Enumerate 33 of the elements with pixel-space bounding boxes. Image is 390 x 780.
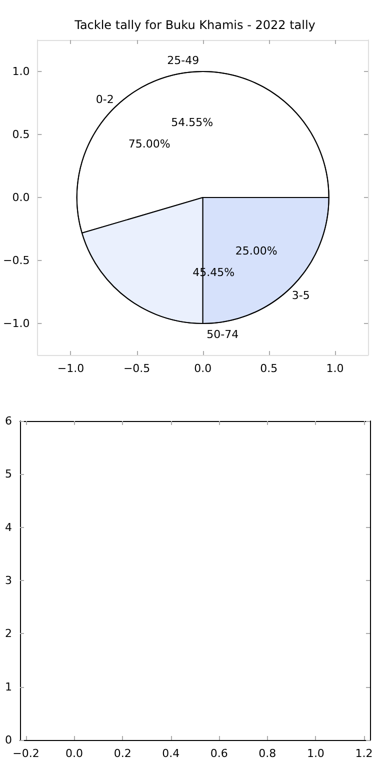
x-tick-label: 1.2: [355, 747, 373, 760]
y-tick-label: 5: [5, 468, 12, 481]
y-tick-label: 4: [5, 520, 12, 534]
y-tick-label: 1.0: [12, 65, 30, 78]
y-tick-label: 0: [5, 734, 12, 746]
slice-label: 3-5: [292, 289, 310, 302]
x-tick-label: 0.4: [162, 747, 180, 760]
y-tick-label: 0.5: [12, 128, 30, 141]
x-tick-label: 0.8: [258, 747, 276, 760]
x-tick-label: −1.0: [57, 362, 84, 375]
y-tick-label: 1: [5, 680, 12, 694]
y-tick-label: 2: [5, 627, 12, 640]
slice-label: 0-2: [96, 92, 114, 106]
x-tick-label: 0.2: [114, 747, 132, 760]
chart-title: Tackle tally for Buku Khamis - 2022 tally: [74, 18, 316, 32]
y-tick-label: 0.0: [12, 191, 30, 204]
slice-label: 25-49: [167, 54, 200, 67]
x-tick-label: 1.0: [306, 747, 324, 760]
x-tick-label: 1.0: [326, 362, 344, 375]
x-tick-label: 0.6: [210, 747, 228, 760]
y-tick-label: 3: [5, 574, 12, 587]
x-tick-label: 0.5: [260, 362, 278, 375]
x-tick-label: −0.5: [123, 362, 150, 375]
y-tick-label: 6: [5, 414, 12, 428]
data-label: 75.00%: [128, 138, 170, 151]
slice-label: 50-74: [206, 328, 239, 342]
x-tick-label: −0.2: [12, 747, 40, 760]
x-tick-label: 0.0: [194, 362, 212, 375]
y-tick-label: −0.5: [2, 254, 30, 267]
x-tick-label: 0.0: [66, 747, 84, 760]
data-label: 25.00%: [235, 244, 278, 258]
data-label: 54.55%: [171, 116, 214, 130]
y-tick-label: −1.0: [2, 317, 30, 330]
